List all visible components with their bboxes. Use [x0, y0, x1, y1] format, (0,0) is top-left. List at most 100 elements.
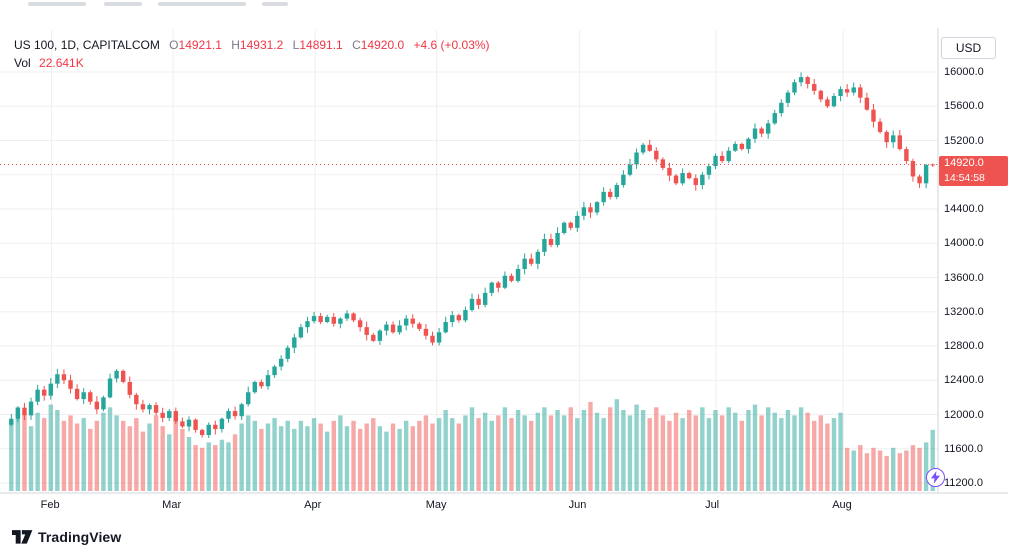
price-tick-label: 13200.0	[944, 305, 984, 318]
volume-bar	[331, 420, 336, 491]
candle-body	[298, 327, 304, 338]
volume-bar	[140, 431, 146, 491]
candle-body	[640, 144, 646, 153]
volume-bar	[213, 445, 218, 491]
volume-legend[interactable]: Vol 22.641K	[14, 56, 84, 70]
volume-bar	[456, 423, 462, 491]
tradingview-logo-icon	[12, 529, 33, 544]
candle-body	[575, 215, 580, 228]
candle-body	[186, 419, 192, 427]
volume-bar	[265, 423, 271, 491]
volume-bar	[114, 415, 119, 491]
volume-label: Vol	[14, 56, 31, 70]
volume-bar	[305, 426, 310, 491]
volume-value: 22.641K	[39, 56, 84, 70]
candle-body	[680, 173, 685, 184]
volume-bar	[311, 418, 317, 491]
candle-body	[397, 325, 402, 333]
candle-body	[700, 174, 705, 186]
candle-body	[246, 392, 251, 405]
volume-bar	[726, 407, 731, 491]
candle-body	[292, 337, 297, 348]
candle-body	[667, 167, 672, 176]
volume-bar	[871, 447, 876, 491]
candle-body	[410, 318, 415, 324]
volume-bar	[325, 431, 330, 491]
candle-body	[805, 77, 810, 84]
candle-body	[831, 95, 837, 107]
volume-bar	[476, 418, 481, 491]
candle-body	[167, 411, 172, 418]
candle-body	[779, 102, 784, 114]
candle-body	[746, 138, 751, 150]
volume-bar	[640, 410, 646, 491]
volume-bar	[344, 426, 350, 491]
symbol-legend[interactable]: US 100, 1D, CAPITALCOM O14921.1 H14931.2…	[14, 38, 490, 52]
volume-bar	[627, 415, 633, 491]
candle-body	[601, 191, 606, 203]
volume-bar	[765, 407, 771, 491]
volume-bar	[318, 423, 323, 491]
volume-bar	[851, 450, 856, 491]
volume-bar	[621, 410, 626, 491]
volume-bar	[581, 410, 587, 491]
candle-body	[693, 178, 698, 186]
time-tick-label: Apr	[304, 499, 322, 511]
candle-body	[403, 318, 409, 326]
cropped-toolbar-remnant	[158, 2, 246, 6]
candle-body	[654, 150, 659, 160]
price-axis[interactable]: 16000.015600.015200.014800.014400.014000…	[938, 28, 1008, 493]
candle-body	[147, 405, 152, 410]
volume-bar	[377, 426, 383, 491]
volume-bar	[22, 415, 27, 491]
volume-bar	[904, 450, 909, 491]
volume-bar	[15, 407, 21, 491]
candle-body	[634, 152, 639, 165]
volume-bar	[575, 418, 580, 491]
volume-bar	[825, 423, 830, 491]
candle-body	[285, 347, 290, 359]
candle-body	[239, 404, 244, 417]
volume-bar	[81, 418, 86, 491]
candle-body	[28, 401, 34, 416]
volume-bar	[588, 401, 593, 491]
volume-bar	[693, 415, 698, 491]
candle-body	[344, 313, 350, 319]
time-axis[interactable]: Feb Mar Apr May Jun Jul Aug	[0, 497, 938, 513]
low-value: 14891.1	[299, 38, 343, 52]
candle-body	[41, 389, 47, 396]
candle-body	[94, 401, 100, 410]
candle-body	[120, 370, 126, 382]
quick-trade-button[interactable]	[926, 468, 945, 487]
candle-body	[923, 164, 929, 184]
candle-body	[35, 389, 40, 402]
candle-body	[555, 232, 560, 245]
volume-bar	[877, 450, 883, 491]
volume-bar	[180, 428, 185, 491]
volume-bar	[634, 404, 639, 491]
grid-layer	[0, 30, 938, 493]
volume-bar	[9, 420, 14, 491]
volume-bar	[186, 437, 192, 491]
volume-bar	[509, 418, 514, 491]
time-tick-label: Jun	[568, 499, 587, 511]
volume-bar	[292, 428, 297, 491]
last-price-value: 14920.0	[944, 157, 984, 170]
candle-body	[548, 238, 554, 245]
symbol-title[interactable]: US 100, 1D, CAPITALCOM	[14, 38, 160, 52]
volume-bar	[252, 420, 258, 491]
candle-body	[772, 113, 777, 124]
currency-button[interactable]: USD	[941, 37, 996, 59]
volume-bar	[272, 418, 277, 491]
tradingview-attribution[interactable]: TradingView	[12, 529, 121, 545]
volume-bar	[351, 420, 356, 491]
candle-body	[55, 374, 60, 384]
volume-bar	[555, 410, 560, 491]
close-label: C	[352, 38, 361, 52]
candle-body	[9, 418, 14, 425]
candle-body	[871, 109, 876, 122]
brand-name: TradingView	[38, 529, 122, 545]
volume-bar	[719, 415, 725, 491]
candle-body	[357, 320, 363, 328]
